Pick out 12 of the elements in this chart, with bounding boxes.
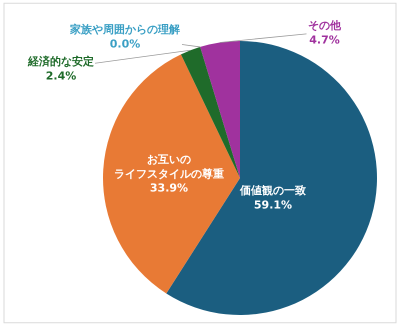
data-label: 33.9% bbox=[150, 182, 188, 195]
pie-slice bbox=[180, 46, 240, 178]
slice-label: 価値観の一致 bbox=[239, 184, 306, 197]
data-label: 2.4% bbox=[46, 69, 76, 82]
slice-label: お互いのライフスタイルの尊重 bbox=[114, 153, 224, 180]
category-label: 家族や周囲からの理解 bbox=[70, 23, 180, 36]
slice-label: その他 bbox=[308, 19, 342, 32]
pie-slice bbox=[103, 54, 240, 294]
data-label: 59.1% bbox=[254, 198, 292, 212]
data-label: 4.7% bbox=[309, 33, 340, 46]
text: 0.0% bbox=[110, 37, 140, 50]
slice-label: 経済的な安定 bbox=[27, 55, 94, 68]
